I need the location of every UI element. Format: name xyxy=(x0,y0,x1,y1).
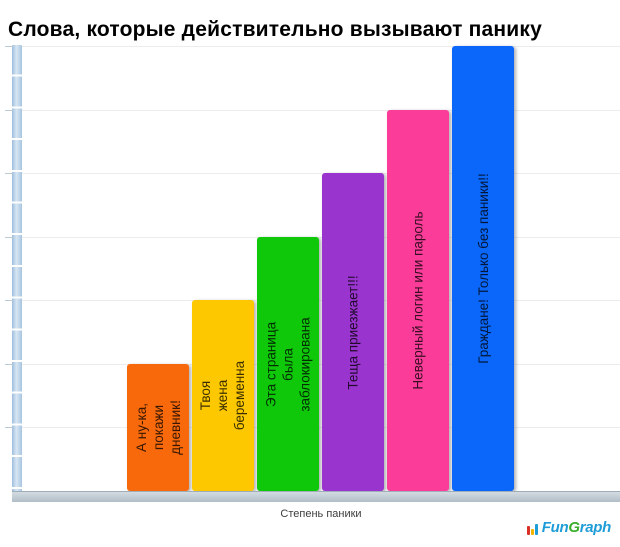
y-axis-tick xyxy=(5,173,13,174)
chart-title: Слова, которые действительно вызывают па… xyxy=(8,18,542,42)
bar: Неверный логин или пароль xyxy=(387,110,449,491)
logo-bar-red-icon xyxy=(526,526,530,535)
y-axis-tick xyxy=(5,427,13,428)
gridline xyxy=(22,237,620,238)
bar-label: Твоя жена беременна xyxy=(198,360,248,431)
gridline xyxy=(22,300,620,301)
bar-label: Неверный логин или пароль xyxy=(410,211,426,390)
gridline xyxy=(22,173,620,174)
bar: А ну-ка, покажи дневник! xyxy=(127,364,189,491)
gridline xyxy=(22,46,620,47)
bar: Граждане! Только без паники!! xyxy=(452,46,514,491)
fungraph-logo-barchart-icon xyxy=(526,524,539,535)
bar: Эта страница была заблокирована xyxy=(257,237,319,491)
bar: Теща приезжает!!! xyxy=(322,173,384,491)
y-axis-tick xyxy=(5,237,13,238)
fungraph-logo: FunGraph xyxy=(526,519,612,536)
gridline xyxy=(22,110,620,111)
logo-text-fun: Fun xyxy=(541,519,569,536)
logo-text-g: G xyxy=(568,519,580,536)
bar: Твоя жена беременна xyxy=(192,300,254,491)
fungraph-logo-text: FunGraph xyxy=(541,519,612,536)
bar-label: А ну-ка, покажи дневник! xyxy=(133,400,183,455)
y-axis-tick xyxy=(5,364,13,365)
y-axis-tick xyxy=(5,300,13,301)
logo-bar-blue-icon xyxy=(534,524,538,535)
bar-label: Эта страница была заблокирована xyxy=(263,316,313,412)
gridline xyxy=(22,364,620,365)
x-axis-label: Степень паники xyxy=(280,508,362,520)
y-axis-tick xyxy=(5,46,13,47)
logo-bar-yellow-icon xyxy=(530,529,534,535)
logo-text-raph: raph xyxy=(579,519,612,536)
y-axis-tick xyxy=(5,110,13,111)
bar-label: Граждане! Только без паники!! xyxy=(475,173,491,364)
bar-label: Теща приезжает!!! xyxy=(345,274,361,390)
gridline xyxy=(22,427,620,428)
y-axis xyxy=(12,45,22,492)
x-axis xyxy=(12,491,620,502)
